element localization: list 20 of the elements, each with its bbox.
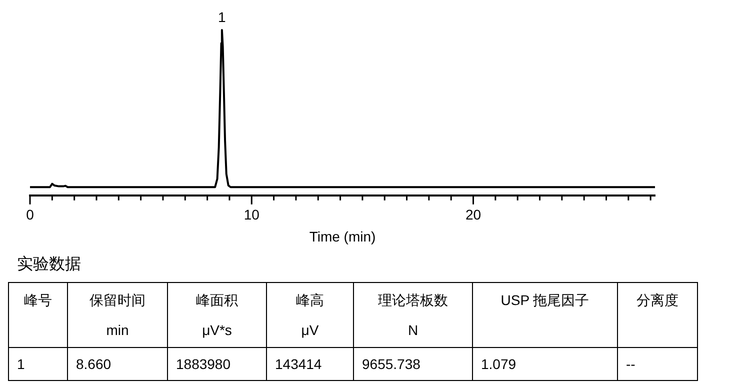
text: 1 xyxy=(8,348,68,380)
text: 143414 xyxy=(266,348,354,380)
text: 8.660 xyxy=(68,348,168,380)
text: 保留时间 min xyxy=(68,282,168,348)
annotation: 1 xyxy=(218,8,226,25)
text: USP 拖尾因子 xyxy=(472,282,618,348)
text: 峰号 xyxy=(8,282,68,348)
x-tick-label: 10 xyxy=(244,206,260,223)
text: 分离度 xyxy=(618,282,698,348)
text: 实验数据 xyxy=(17,254,81,275)
x-tick-label: 0 xyxy=(26,206,34,223)
text: -- xyxy=(618,348,698,380)
text: 峰面积 μV*s xyxy=(168,282,266,348)
x-axis-title: Time (min) xyxy=(309,228,376,244)
text: 理论塔板数 N xyxy=(354,282,472,348)
text: 峰高 μV xyxy=(266,282,354,348)
text: 9655.738 xyxy=(354,348,472,380)
text: 1.079 xyxy=(472,348,618,380)
text: 1883980 xyxy=(168,348,266,380)
x-tick-label: 20 xyxy=(465,206,482,223)
